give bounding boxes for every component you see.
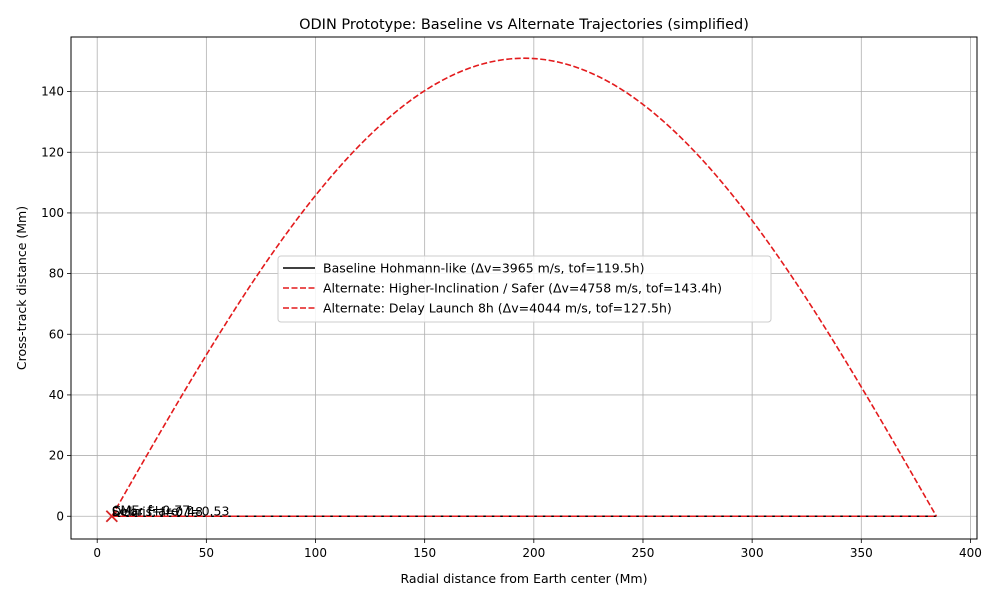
legend-label: Baseline Hohmann-like (Δv=3965 m/s, tof=… [323,261,644,276]
plot-frame [70,36,978,540]
cme-x-marker [105,510,118,523]
x-tick-label: 100 [304,546,327,560]
x-tick-label: 250 [632,546,655,560]
annotation-debris: Debris: f=0.48 [112,504,203,519]
legend-label: Alternate: Delay Launch 8h (Δv=4044 m/s,… [323,301,672,316]
annotation-cme: CME: f=0.77 [112,503,190,518]
y-tick-label: 140 [41,85,64,99]
chart-title: ODIN Prototype: Baseline vs Alternate Tr… [299,17,749,33]
y-tick-label: 20 [49,449,64,463]
y-tick-label: 120 [41,145,64,159]
x-tick-label: 0 [93,546,101,560]
series-layer [111,57,938,518]
ticks: 0 50 100 150 200 250 300 350 400 0 20 40 60 80 100 120 1… [41,85,982,560]
x-tick-label: 400 [959,546,982,560]
series-higher-inclination-line [111,57,938,517]
x-tick-label: 200 [522,546,545,560]
y-tick-label: 0 [56,509,64,523]
legend: Baseline Hohmann-like (Δv=3965 m/s, tof=… [277,255,772,323]
legend-entry-delay-launch: Alternate: Delay Launch 8h (Δv=4044 m/s,… [283,301,672,316]
legend-entry-baseline: Baseline Hohmann-like (Δv=3965 m/s, tof=… [283,261,644,276]
legend-entry-higher-inclination: Alternate: Higher-Inclination / Safer (Δ… [283,281,722,296]
legend-box [277,255,772,323]
y-axis-label: Cross-track distance (Mm) [14,206,29,370]
legend-label: Alternate: Higher-Inclination / Safer (Δ… [323,281,722,296]
x-tick-label: 300 [741,546,764,560]
x-tick-label: 350 [850,546,873,560]
marker-layer [105,510,118,523]
y-tick-label: 80 [49,267,64,281]
x-axis-label: Radial distance from Earth center (Mm) [401,571,648,586]
x-tick-label: 150 [413,546,436,560]
x-tick-label: 50 [199,546,214,560]
y-tick-label: 40 [49,388,64,402]
y-tick-label: 100 [41,206,64,220]
y-tick-label: 60 [49,327,64,341]
annotation-solar-flare: Solar Flare: f=0.53 [112,503,230,518]
